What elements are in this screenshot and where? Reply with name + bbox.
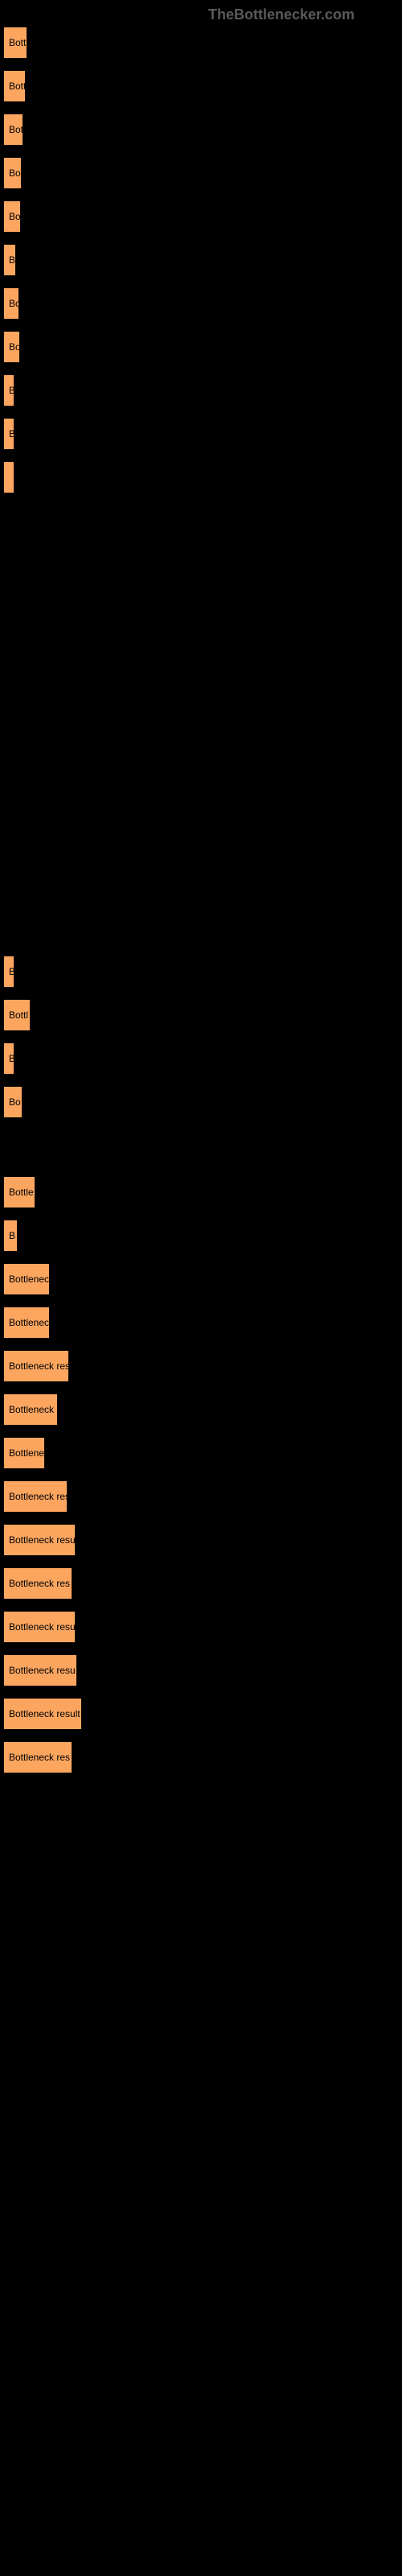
result-row[interactable]: Bottleneck resu bbox=[3, 1611, 402, 1643]
result-row[interactable]: Bottleneck bbox=[3, 1263, 402, 1295]
result-bar: B bbox=[3, 418, 14, 450]
result-row[interactable]: B bbox=[3, 1042, 402, 1075]
result-row[interactable]: Bo bbox=[3, 157, 402, 189]
result-row[interactable]: B bbox=[3, 956, 402, 988]
result-row[interactable]: B bbox=[3, 1220, 402, 1252]
result-bar: B bbox=[3, 244, 16, 276]
result-row[interactable]: Bottleneck bbox=[3, 1307, 402, 1339]
result-row[interactable]: Bo bbox=[3, 1086, 402, 1118]
result-bar: Bottleneck res bbox=[3, 1350, 69, 1382]
result-row[interactable]: Bottleneck resu bbox=[3, 1654, 402, 1686]
result-bar: Bottleneck res bbox=[3, 1480, 68, 1513]
result-row[interactable]: Bottlene bbox=[3, 1437, 402, 1469]
gap-block bbox=[3, 505, 402, 956]
result-row[interactable]: B bbox=[3, 374, 402, 407]
result-row[interactable] bbox=[3, 461, 402, 493]
result-bar: Bottleneck resu bbox=[3, 1611, 76, 1643]
result-bar: Bottleneck bbox=[3, 1263, 50, 1295]
result-row[interactable]: Bot bbox=[3, 114, 402, 146]
result-row[interactable]: Bottleneck result bbox=[3, 1698, 402, 1730]
result-row[interactable]: Bottl bbox=[3, 999, 402, 1031]
result-bar: Bottlene bbox=[3, 1437, 45, 1469]
result-row[interactable]: Bottleneck res bbox=[3, 1350, 402, 1382]
result-bar: Bott bbox=[3, 70, 26, 102]
result-bar bbox=[3, 461, 14, 493]
result-bar: Bo bbox=[3, 1086, 23, 1118]
result-bar: Bottleneck bbox=[3, 1307, 50, 1339]
result-bar: Bottleneck resu bbox=[3, 1654, 77, 1686]
result-bar: Bottleneck resu bbox=[3, 1524, 76, 1556]
result-row[interactable]: Bottleneck r bbox=[3, 1393, 402, 1426]
result-row[interactable]: B bbox=[3, 418, 402, 450]
result-bar: B bbox=[3, 374, 14, 407]
result-bar: Bottleneck res bbox=[3, 1741, 72, 1773]
result-bar: Bottle bbox=[3, 1176, 35, 1208]
result-row[interactable]: Bott bbox=[3, 70, 402, 102]
result-bar: Bo bbox=[3, 331, 20, 363]
result-bar: B bbox=[3, 1220, 18, 1252]
result-bar: Bottleneck result bbox=[3, 1698, 82, 1730]
result-row[interactable]: Bottle bbox=[3, 1176, 402, 1208]
result-bar: Bottleneck r bbox=[3, 1393, 58, 1426]
result-bar: Bott bbox=[3, 27, 27, 59]
page-title: TheBottlenecker.com bbox=[0, 0, 402, 27]
result-row[interactable]: B bbox=[3, 244, 402, 276]
result-row[interactable]: Bo bbox=[3, 287, 402, 320]
result-bar: Bot bbox=[3, 114, 23, 146]
result-bar: Bottleneck res bbox=[3, 1567, 72, 1600]
result-bar: B bbox=[3, 956, 14, 988]
result-bar: Bo bbox=[3, 157, 22, 189]
result-bar: Bo bbox=[3, 287, 19, 320]
result-row[interactable]: Bott bbox=[3, 27, 402, 59]
result-row[interactable]: Bottleneck res bbox=[3, 1567, 402, 1600]
result-row[interactable]: Bo bbox=[3, 331, 402, 363]
results-list: BottBottBotBoBoBBoBoBBBBottlBBoBottleBBo… bbox=[0, 27, 402, 1773]
result-row[interactable]: Bo bbox=[3, 200, 402, 233]
result-bar: B bbox=[3, 1042, 14, 1075]
result-bar: Bottl bbox=[3, 999, 31, 1031]
result-row[interactable]: Bottleneck res bbox=[3, 1480, 402, 1513]
result-row[interactable]: Bottleneck res bbox=[3, 1741, 402, 1773]
result-row[interactable]: Bottleneck resu bbox=[3, 1524, 402, 1556]
result-bar: Bo bbox=[3, 200, 21, 233]
gap-block bbox=[3, 1129, 402, 1176]
